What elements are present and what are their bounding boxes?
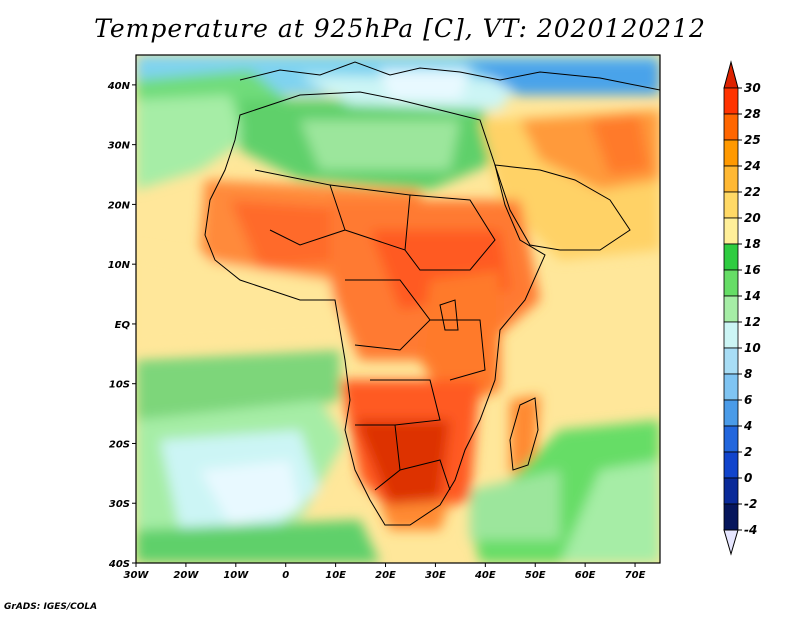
colorbar-top-arrow: [723, 60, 739, 89]
lat-tick-label: 20S: [109, 439, 130, 450]
lat-tick-label: 40N: [107, 81, 131, 92]
colorbar-swatch: [723, 165, 739, 193]
colorbar-label: 22: [744, 185, 761, 199]
colorbar-label: -2: [744, 497, 757, 511]
temperature-field: [136, 55, 660, 563]
lat-tick-label: EQ: [115, 320, 131, 331]
colorbar-label: 2: [744, 445, 752, 459]
colorbar-label: 30: [744, 81, 761, 95]
colorbar-swatch: [723, 139, 739, 167]
lon-tick-label: 50E: [525, 570, 546, 581]
colorbar-swatch: [723, 503, 739, 531]
colorbar-label: 6: [744, 393, 752, 407]
colorbar-label: -4: [744, 523, 757, 537]
colorbar-swatch: [723, 113, 739, 141]
lat-tick-label: 10N: [108, 260, 131, 271]
colorbar-swatch: [723, 373, 739, 401]
colorbar-swatch: [723, 217, 739, 245]
lon-tick-label: 10E: [325, 570, 346, 581]
colorbar-label: 10: [744, 341, 761, 355]
axis-ticks: 30W 20W 10W 0 10E 20E 30E 40E 50E 60E 70E 40N 30N 20N…: [107, 81, 646, 581]
colorbar-label: 14: [744, 289, 761, 303]
colorbar-swatch: [723, 87, 739, 115]
lat-tick-label: 10S: [109, 380, 130, 391]
lon-tick-label: 60E: [575, 570, 596, 581]
lat-tick-label: 20N: [108, 200, 131, 211]
lat-tick-label: 30N: [108, 141, 131, 152]
colorbar-label: 4: [743, 419, 752, 433]
colorbar-swatch: [723, 269, 739, 297]
colorbar-swatch: [723, 347, 739, 375]
colorbar-swatch: [723, 191, 739, 219]
lon-tick-label: 20W: [173, 570, 199, 581]
credit-label: GrADS: IGES/COLA: [4, 602, 98, 612]
lon-tick-label: 0: [282, 570, 289, 581]
coastlines: [204, 61, 660, 526]
lon-tick-label: 70E: [625, 570, 646, 581]
colorbar-label: 28: [744, 107, 761, 121]
lon-tick-label: 20E: [375, 570, 396, 581]
colorbar-label: 0: [744, 471, 752, 485]
colorbar-swatch: [723, 451, 739, 479]
lon-tick-label: 40E: [474, 570, 496, 581]
lat-tick-label: 30S: [109, 499, 130, 510]
colorbar-label: 25: [744, 133, 761, 147]
colorbar-label: 8: [744, 367, 752, 381]
colorbar-label: 16: [744, 263, 761, 277]
colorbar-label: 24: [744, 159, 761, 173]
colorbar-swatch: [723, 425, 739, 453]
colorbar-bottom-arrow: [723, 529, 739, 556]
colorbar-swatch: [723, 243, 739, 271]
lon-tick-label: 30W: [124, 570, 150, 581]
colorbar-swatch: [723, 321, 739, 349]
colorbar-label: 12: [744, 315, 761, 329]
colorbar-label: 20: [744, 211, 761, 225]
lon-tick-label: 30E: [425, 570, 446, 581]
colorbar-swatch: [723, 477, 739, 505]
lat-tick-label: 40S: [108, 559, 130, 570]
colorbar-label: 18: [744, 237, 761, 251]
chart-title: Temperature at 925hPa [C], VT: 202012021…: [94, 14, 706, 43]
plot-frame: [135, 54, 661, 564]
colorbar-swatch: [723, 399, 739, 427]
colorbar-swatch: [723, 295, 739, 323]
lon-tick-label: 10W: [223, 570, 249, 581]
